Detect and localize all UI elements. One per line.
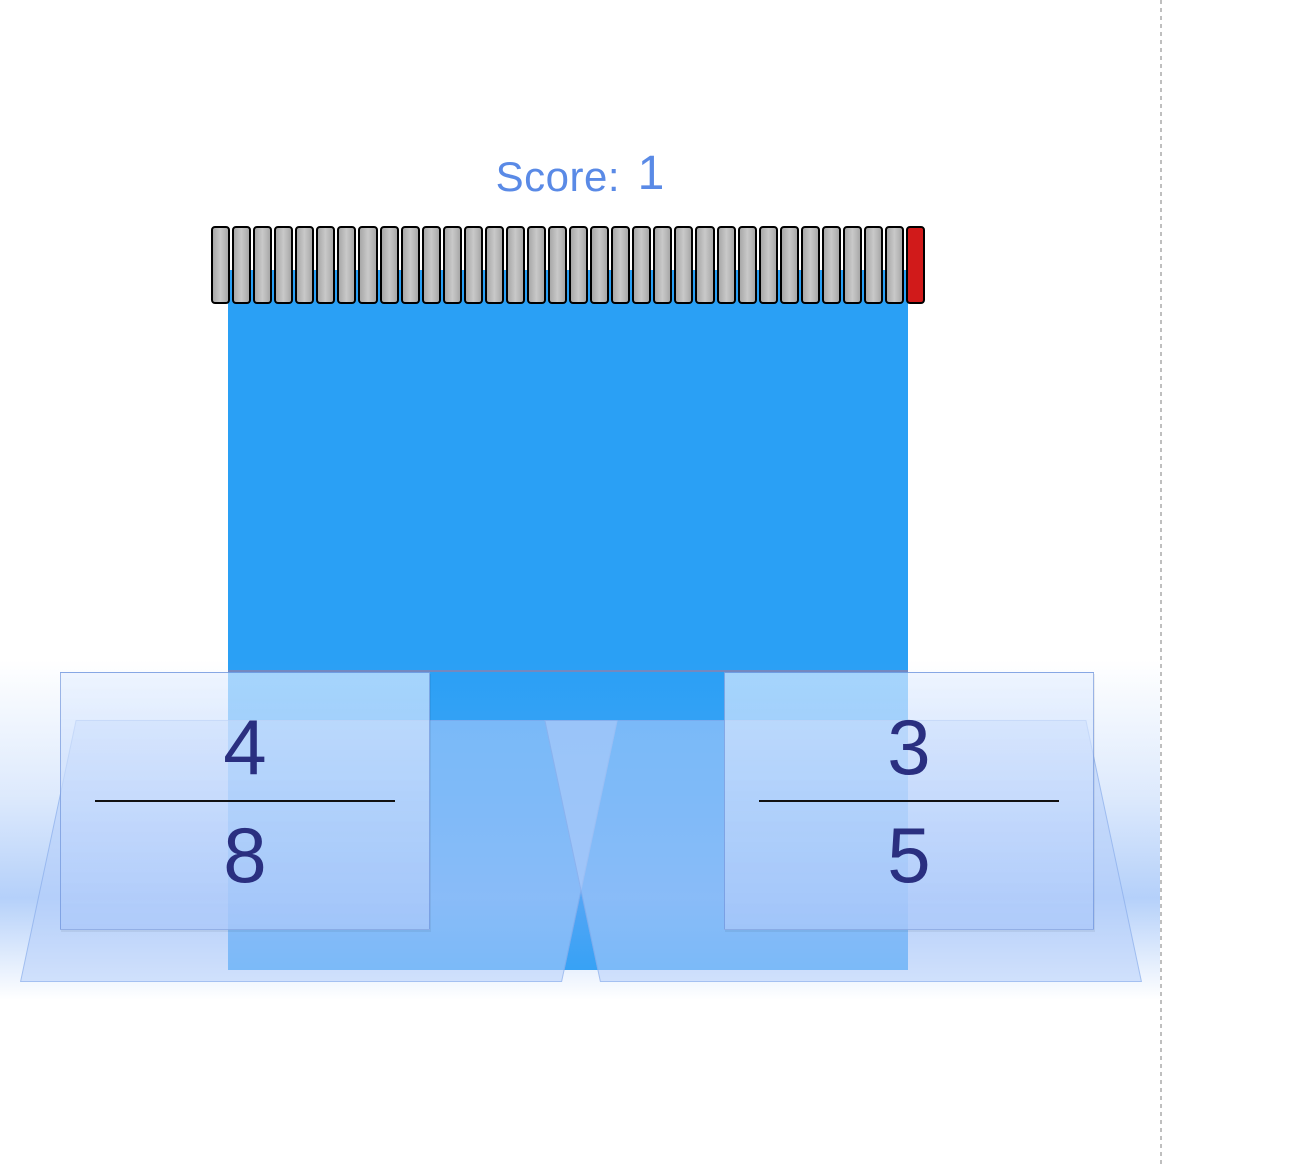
left-fraction-denominator: 8	[223, 816, 266, 894]
timer-segment	[843, 226, 862, 304]
viewport-right-edge	[1160, 0, 1162, 1164]
right-fraction-numerator: 3	[887, 708, 930, 786]
timer-segment	[506, 226, 525, 304]
timer-segment	[759, 226, 778, 304]
timer-segment	[653, 226, 672, 304]
timer-segment	[253, 226, 272, 304]
timer-segment-elapsed	[906, 226, 925, 304]
timer-segment	[548, 226, 567, 304]
timer-segment	[569, 226, 588, 304]
timer-segment	[295, 226, 314, 304]
timer-segment	[274, 226, 293, 304]
timer-segment	[864, 226, 883, 304]
score-value: 1	[638, 147, 665, 200]
timer-segment	[380, 226, 399, 304]
fraction-choice-left[interactable]: 4 8	[60, 672, 430, 930]
timer-segment	[611, 226, 630, 304]
timer-segment	[801, 226, 820, 304]
timer-segment	[232, 226, 251, 304]
timer-segment	[358, 226, 377, 304]
timer-bar	[211, 226, 925, 304]
timer-segment	[885, 226, 904, 304]
timer-segment	[717, 226, 736, 304]
timer-segment	[464, 226, 483, 304]
fraction-bar-icon	[759, 800, 1059, 802]
timer-segment	[443, 226, 462, 304]
timer-segment	[401, 226, 420, 304]
timer-segment	[674, 226, 693, 304]
fraction-choice-right[interactable]: 3 5	[724, 672, 1094, 930]
timer-segment	[211, 226, 230, 304]
left-fraction-numerator: 4	[223, 708, 266, 786]
timer-segment	[780, 226, 799, 304]
right-fraction-denominator: 5	[887, 816, 930, 894]
timer-segment	[590, 226, 609, 304]
score-label: Score:	[496, 153, 620, 200]
timer-segment	[695, 226, 714, 304]
timer-segment	[422, 226, 441, 304]
timer-segment	[316, 226, 335, 304]
timer-segment	[337, 226, 356, 304]
timer-segment	[738, 226, 757, 304]
timer-segment	[632, 226, 651, 304]
fraction-bar-icon	[95, 800, 395, 802]
score-display: Score: 1	[0, 152, 1160, 200]
timer-segment	[527, 226, 546, 304]
timer-segment	[822, 226, 841, 304]
game-stage: Score: 1 4 8 3 5	[0, 0, 1160, 1164]
timer-segment	[485, 226, 504, 304]
